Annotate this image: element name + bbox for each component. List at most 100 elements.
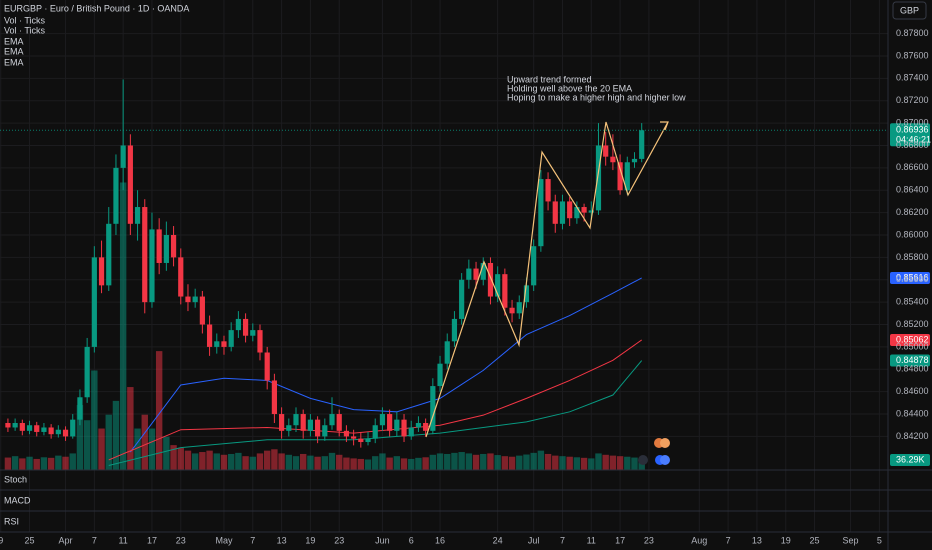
event-icon[interactable] bbox=[660, 438, 670, 448]
volume-bar bbox=[616, 456, 624, 470]
volume-bar bbox=[415, 457, 422, 470]
pane-label: RSI bbox=[4, 516, 19, 526]
candle-body bbox=[581, 207, 587, 213]
candle-body bbox=[127, 145, 133, 224]
volume-bar bbox=[271, 449, 278, 470]
y-tick-label: 0.84200 bbox=[896, 431, 929, 441]
y-tick-label: 0.85800 bbox=[896, 252, 929, 262]
y-tick-label: 0.86600 bbox=[896, 162, 929, 172]
candle-body bbox=[516, 302, 522, 314]
currency-button[interactable] bbox=[892, 1, 927, 20]
volume-bar bbox=[256, 453, 264, 470]
candle-body bbox=[293, 414, 299, 426]
candle-body bbox=[567, 201, 573, 219]
volume-bar bbox=[537, 450, 545, 470]
candle-body bbox=[315, 419, 321, 437]
candle-body bbox=[574, 207, 580, 219]
volume-bar bbox=[458, 452, 465, 470]
volume-bar bbox=[191, 453, 199, 470]
x-tick-label: 6 bbox=[409, 535, 414, 545]
candle-body bbox=[559, 201, 566, 224]
candle-body bbox=[185, 296, 191, 303]
candle-body bbox=[430, 386, 436, 431]
y-tick-label: 0.87800 bbox=[896, 28, 929, 38]
candle-body bbox=[278, 414, 285, 431]
volume-bar bbox=[631, 457, 638, 470]
candle-body bbox=[639, 130, 645, 159]
candle-body bbox=[221, 341, 227, 347]
indicator-legend: EMA bbox=[4, 36, 24, 46]
candle-body bbox=[329, 414, 335, 426]
ema-value-tag bbox=[890, 271, 930, 284]
candle-body bbox=[624, 162, 630, 191]
volume-bar bbox=[364, 459, 372, 470]
candle-body bbox=[473, 268, 479, 280]
candle-body bbox=[379, 414, 386, 426]
pane-label: MACD bbox=[4, 495, 31, 505]
volume-bar bbox=[69, 453, 76, 470]
x-tick-label: Sep bbox=[843, 535, 859, 545]
candle-body bbox=[257, 330, 263, 353]
annotation: Hoping to make a higher high and higher … bbox=[507, 92, 686, 102]
volume-value-label: 36.29K bbox=[896, 454, 925, 464]
volume-bar bbox=[98, 428, 105, 470]
y-tick-label: 0.85000 bbox=[896, 341, 929, 351]
y-tick-label: 0.86400 bbox=[896, 185, 929, 195]
last-price-tag bbox=[890, 123, 930, 147]
candle-body bbox=[62, 429, 69, 437]
volume-bar bbox=[472, 454, 480, 470]
volume-bar bbox=[552, 455, 559, 470]
candle-body bbox=[286, 425, 292, 431]
candle-body bbox=[451, 318, 458, 342]
x-tick-label: 23 bbox=[644, 535, 654, 545]
volume-bar bbox=[357, 458, 365, 470]
candle-body bbox=[444, 341, 450, 364]
candle-body bbox=[480, 262, 486, 280]
candle-body bbox=[495, 274, 501, 297]
volume-bar bbox=[400, 458, 408, 470]
volume-bar bbox=[393, 456, 401, 470]
volume-bar bbox=[386, 457, 393, 470]
x-tick-label: 7 bbox=[92, 535, 97, 545]
y-tick-label: 0.84600 bbox=[896, 386, 929, 396]
y-tick-label: 0.84400 bbox=[896, 408, 929, 418]
ema-value-tag bbox=[890, 354, 930, 367]
volume-bar bbox=[465, 453, 473, 470]
candle-body bbox=[307, 419, 314, 431]
annotation: Upward trend formed bbox=[507, 74, 592, 84]
candle-body bbox=[214, 341, 220, 347]
volume-bar bbox=[292, 456, 300, 470]
event-icon[interactable] bbox=[638, 455, 648, 465]
volume-bar bbox=[494, 455, 501, 470]
volume-bar bbox=[127, 387, 134, 470]
volume-bar bbox=[105, 414, 112, 470]
candle-body bbox=[358, 438, 364, 443]
volume-bar bbox=[429, 454, 437, 470]
volume-bar bbox=[372, 456, 379, 470]
event-icon[interactable] bbox=[660, 455, 670, 465]
candle-body bbox=[98, 257, 105, 286]
volume-bar bbox=[76, 405, 84, 470]
candle-body bbox=[423, 423, 429, 431]
candle-body bbox=[487, 262, 494, 297]
volume-bar bbox=[170, 445, 177, 470]
x-tick-label: 25 bbox=[25, 535, 35, 545]
candle-body bbox=[242, 318, 249, 336]
countdown: 04:46:21 bbox=[896, 135, 931, 145]
candle-body bbox=[617, 162, 623, 191]
volume-bar bbox=[451, 452, 458, 470]
candle-body bbox=[408, 427, 414, 437]
currency[interactable]: GBP bbox=[900, 5, 919, 15]
candle-body bbox=[387, 414, 393, 431]
volume-bar bbox=[55, 455, 62, 470]
volume-bar bbox=[300, 453, 307, 470]
candle-body bbox=[206, 324, 213, 347]
y-tick-label: 0.87400 bbox=[896, 73, 929, 83]
x-tick-label: 17 bbox=[147, 535, 157, 545]
candle-body bbox=[19, 423, 25, 431]
ema-value-label: 0.85616 bbox=[896, 272, 929, 282]
candle-body bbox=[106, 223, 112, 286]
x-tick-label: 7 bbox=[726, 535, 731, 545]
